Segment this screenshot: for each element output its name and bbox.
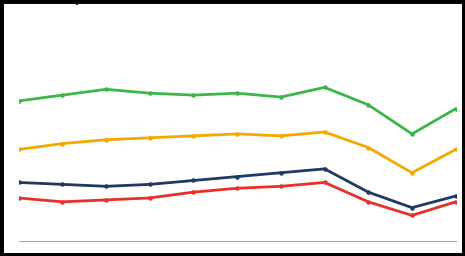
Legend: Käyttökate, Rahoitustulos, Nettotulos, Kokonaistulos: Käyttökate, Rahoitustulos, Nettotulos, K… [33, 0, 441, 7]
